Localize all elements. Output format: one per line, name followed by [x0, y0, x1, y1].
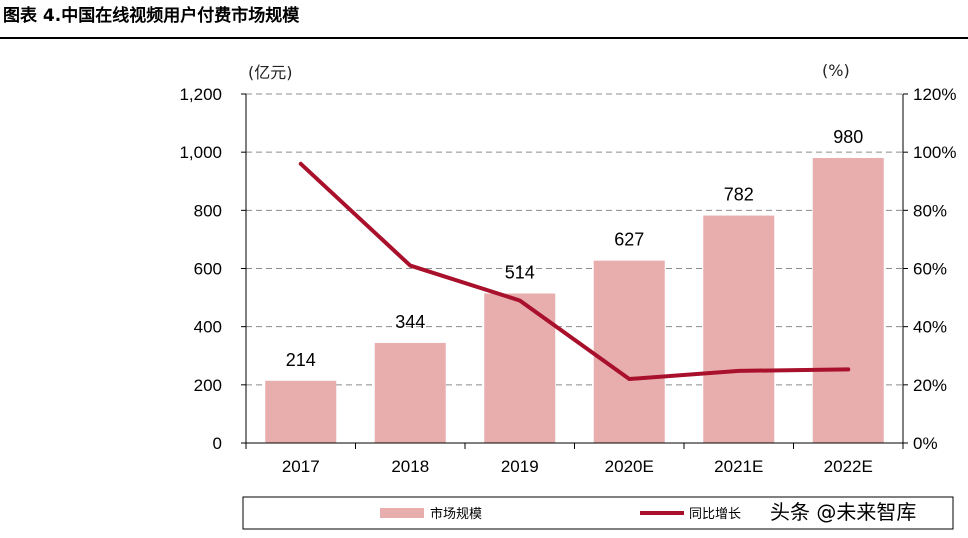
- y-left-tick-label: 0: [213, 434, 222, 453]
- x-tick-label: 2021E: [714, 457, 763, 476]
- legend-swatch-bar: [380, 508, 424, 518]
- y-left-tick-label: 1,000: [179, 143, 222, 162]
- watermark-text: 头条 @未来智库: [770, 500, 916, 524]
- y-left-tick-label: 600: [194, 260, 222, 279]
- bar-series: [265, 157, 884, 443]
- y-right-tick-label: 20%: [913, 376, 947, 395]
- y-right-tick-label: 100%: [913, 143, 956, 162]
- y-left-tick-label: 400: [194, 318, 222, 337]
- y-right-tick-label: 0%: [913, 434, 938, 453]
- growth-line-series: [298, 161, 851, 382]
- y-left-tick-label: 800: [194, 201, 222, 220]
- right-axis-unit: (%): [822, 61, 850, 80]
- axes: [241, 93, 908, 449]
- bar-data-label: 514: [505, 263, 535, 283]
- x-tick-label: 2017: [282, 457, 320, 476]
- legend: 市场规模 同比增长: [242, 496, 954, 530]
- y-left-tick-label: 1,200: [179, 85, 222, 104]
- left-axis-unit: (亿元): [248, 63, 293, 82]
- x-tick-label: 2018: [391, 457, 429, 476]
- bar-2022E: [812, 157, 884, 443]
- bar-data-label: 344: [395, 312, 425, 332]
- y-left-tick-label: 200: [194, 376, 222, 395]
- chart-title: 图表 4.中国在线视频用户付费市场规模: [3, 5, 300, 26]
- bar-data-label: 782: [724, 185, 754, 205]
- y-right-tick-label: 60%: [913, 260, 947, 279]
- y-right-tick-label: 80%: [913, 201, 947, 220]
- legend-label-bar: 市场规模: [430, 506, 482, 522]
- bar-data-label: 627: [614, 230, 644, 250]
- bar-2021E: [703, 215, 775, 443]
- labels: 0 0% 200 20% 400 40% 600 60% 800 80% 1,000 100% 1,20…: [179, 85, 956, 476]
- growth-line: [298, 161, 851, 382]
- bar-data-label: 980: [833, 127, 863, 147]
- x-tick-label: 2022E: [824, 457, 873, 476]
- bar-2020E: [593, 260, 665, 443]
- y-right-tick-label: 40%: [913, 318, 947, 337]
- bar-2017: [265, 380, 337, 443]
- x-tick-label: 2020E: [605, 457, 654, 476]
- y-right-tick-label: 120%: [913, 85, 956, 104]
- x-tick-label: 2019: [501, 457, 539, 476]
- bar-2018: [374, 342, 446, 443]
- legend-frame: [242, 496, 954, 530]
- bar-data-label: 214: [286, 350, 316, 370]
- legend-label-line: 同比增长: [689, 507, 741, 522]
